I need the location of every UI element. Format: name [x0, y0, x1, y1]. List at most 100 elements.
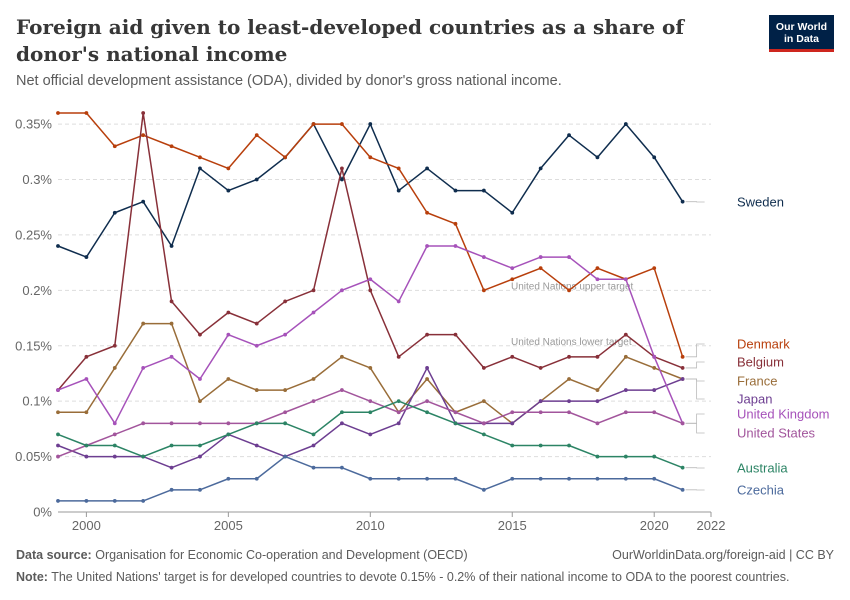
data-point	[567, 399, 571, 404]
data-point	[652, 388, 657, 392]
legend-connector	[685, 343, 705, 358]
logo-line-1: Our World	[775, 21, 828, 33]
data-point	[680, 377, 685, 381]
data-point	[56, 432, 60, 437]
data-point	[368, 366, 373, 370]
note-text: The United Nations' target is for develo…	[51, 570, 790, 584]
data-point	[141, 499, 146, 503]
data-point	[141, 366, 146, 370]
data-point	[595, 388, 600, 392]
data-point	[510, 210, 515, 215]
data-point	[56, 111, 60, 115]
x-tick-label: 2020	[640, 518, 669, 533]
data-point	[652, 366, 657, 370]
data-point	[481, 188, 486, 193]
y-tick-label: 0.15%	[15, 338, 52, 353]
data-point	[396, 421, 401, 426]
data-point	[84, 377, 89, 381]
data-point	[226, 377, 231, 381]
data-point	[453, 221, 458, 226]
data-point	[254, 476, 259, 481]
legend-connector	[685, 378, 705, 400]
data-point	[84, 111, 89, 115]
series-line	[57, 112, 683, 391]
chart-note: Note: The United Nations' target is for …	[16, 570, 789, 584]
y-tick-label: 0.25%	[15, 227, 52, 242]
data-point	[510, 410, 515, 415]
data-point	[141, 454, 146, 459]
data-point	[595, 155, 600, 160]
data-point	[340, 410, 344, 415]
legend-connector	[685, 413, 705, 424]
data-point	[254, 421, 259, 426]
data-point	[169, 144, 174, 149]
data-point	[453, 476, 458, 481]
data-point	[141, 133, 146, 138]
data-point	[254, 133, 259, 138]
data-point	[169, 299, 174, 304]
data-point	[425, 410, 429, 415]
data-point	[510, 421, 515, 426]
data-point	[595, 399, 600, 404]
data-point	[425, 366, 429, 370]
data-point	[595, 266, 600, 271]
owid-logo[interactable]: Our World in Data	[769, 15, 834, 52]
data-point	[567, 354, 571, 359]
data-point	[226, 188, 231, 193]
data-point	[254, 343, 259, 348]
data-point	[623, 388, 628, 392]
data-point	[425, 210, 429, 215]
data-point	[680, 487, 685, 492]
data-point	[453, 244, 458, 248]
data-point	[198, 399, 202, 404]
data-point	[56, 454, 60, 459]
series-line	[57, 123, 684, 258]
data-point	[198, 443, 202, 448]
data-point	[510, 266, 515, 271]
data-point	[425, 377, 429, 381]
data-point	[623, 332, 628, 337]
data-point	[84, 255, 89, 259]
data-point	[425, 399, 429, 404]
data-point	[481, 255, 486, 259]
data-point	[396, 354, 401, 359]
data-point	[567, 443, 571, 448]
data-point	[623, 277, 628, 282]
data-point	[368, 122, 373, 126]
data-point	[538, 366, 543, 370]
owid-url-link[interactable]: OurWorldinData.org/foreign-aid | CC BY	[612, 548, 834, 562]
data-point	[254, 443, 259, 448]
data-point	[198, 155, 202, 160]
data-point	[396, 476, 401, 481]
data-point	[84, 443, 89, 448]
data-source: Data source: Organisation for Economic C…	[16, 548, 468, 562]
source-link[interactable]: Organisation for Economic Co-operation a…	[95, 548, 468, 562]
data-point	[623, 354, 628, 359]
data-point	[311, 288, 316, 293]
y-tick-label: 0.1%	[22, 394, 52, 409]
data-point	[567, 133, 571, 138]
data-point	[283, 454, 288, 459]
data-point	[56, 443, 60, 448]
data-point	[311, 399, 316, 404]
data-point	[141, 321, 146, 326]
data-point	[311, 443, 316, 448]
data-point	[56, 244, 60, 248]
data-point	[198, 421, 202, 426]
data-point	[396, 166, 401, 171]
data-point	[595, 277, 600, 282]
data-point	[112, 443, 117, 448]
data-point	[169, 354, 174, 359]
data-point	[141, 111, 146, 115]
data-point	[510, 443, 515, 448]
data-point	[340, 421, 344, 426]
data-point	[283, 388, 288, 392]
data-point	[538, 443, 543, 448]
data-point	[283, 332, 288, 337]
data-point	[226, 421, 231, 426]
x-tick-label: 2022	[697, 518, 726, 533]
y-tick-label: 0.3%	[22, 172, 52, 187]
data-point	[340, 166, 344, 171]
data-point	[283, 155, 288, 160]
